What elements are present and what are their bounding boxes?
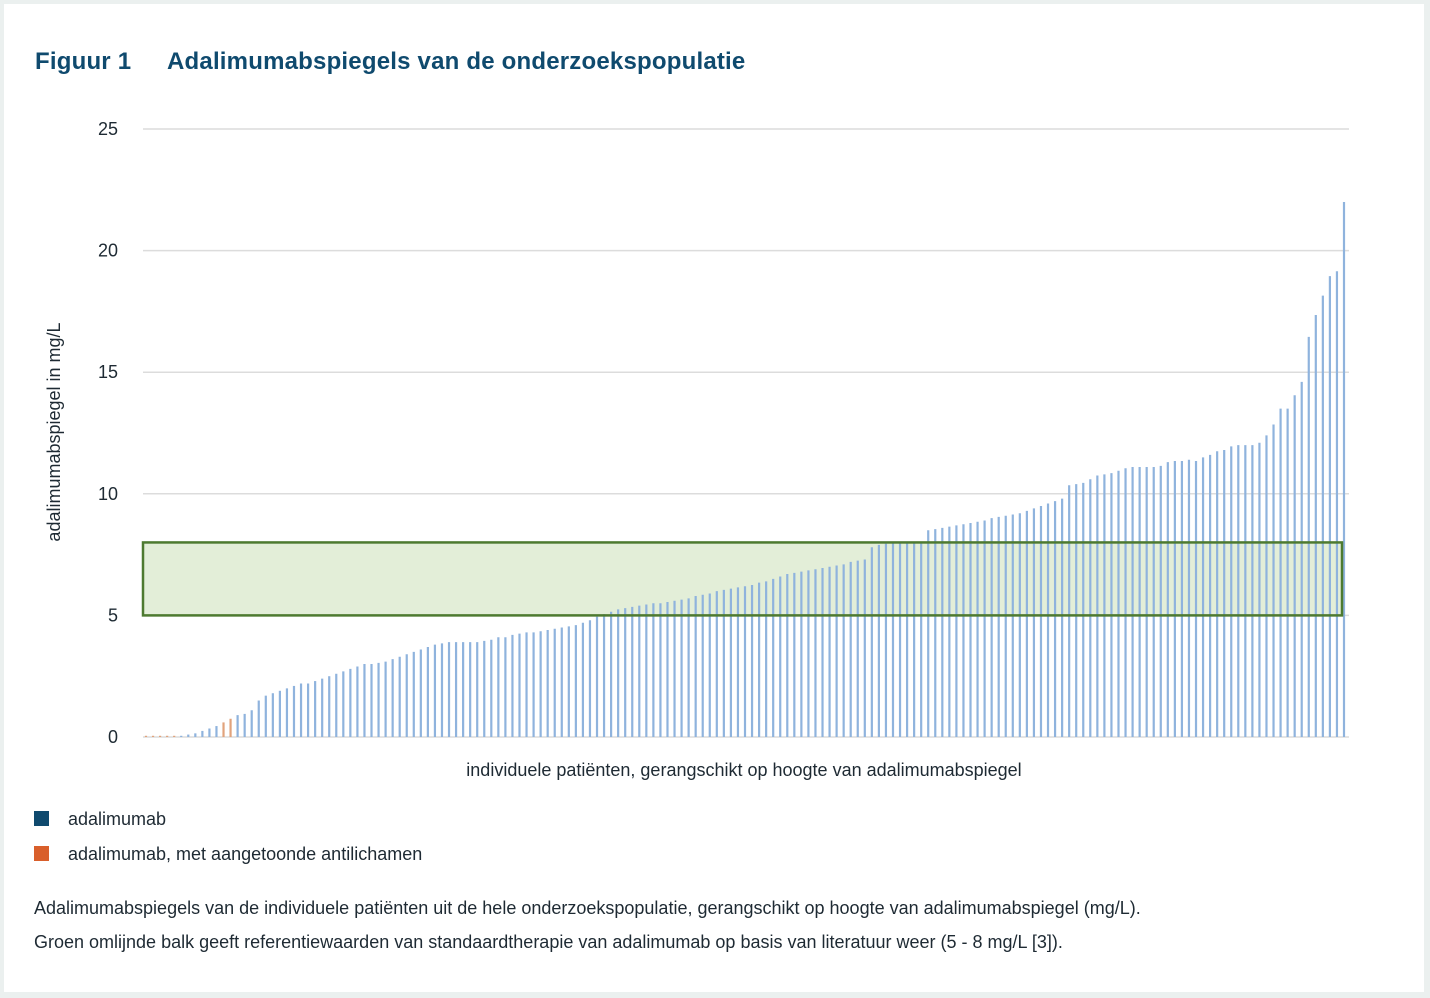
legend-swatch-adalimumab xyxy=(34,811,49,826)
reference-band xyxy=(143,542,1342,616)
legend-label: adalimumab, met aangetoonde antilichamen xyxy=(68,844,423,864)
caption-line-1: Adalimumabspiegels van de individuele pa… xyxy=(34,898,1141,918)
y-tick-label: 25 xyxy=(98,119,118,139)
reference-band-outline xyxy=(141,541,1344,617)
legend-label: adalimumab xyxy=(68,809,167,829)
figure-number: Figuur 1 xyxy=(35,48,132,75)
y-tick-label: 20 xyxy=(98,241,118,261)
bars xyxy=(144,201,1346,737)
y-axis-label: adalimumabspiegel in mg/L xyxy=(44,322,64,541)
caption-line-2: Groen omlijnde balk geeft referentiewaar… xyxy=(34,932,1063,952)
y-axis-ticks: 0 5 10 15 20 25 xyxy=(98,119,118,747)
legend-swatch-antilichamen xyxy=(34,846,49,861)
bar-chart: 0 5 10 15 20 25 individuele patiënten, gerang… xyxy=(44,119,1349,780)
x-axis-label: individuele patiënten, gerangschikt op h… xyxy=(466,760,1021,780)
y-tick-label: 0 xyxy=(108,727,118,747)
figure-title-text: Adalimumabspiegels van de onderzoekspopu… xyxy=(167,48,746,75)
figure-title: Figuur 1 Adalimumabspiegels van de onderz… xyxy=(35,48,745,76)
figure-card xyxy=(4,4,1424,992)
reference-band-fill xyxy=(143,542,1342,616)
y-tick-label: 15 xyxy=(98,362,118,382)
y-tick-label: 10 xyxy=(98,484,118,504)
y-tick-label: 5 xyxy=(108,605,118,625)
